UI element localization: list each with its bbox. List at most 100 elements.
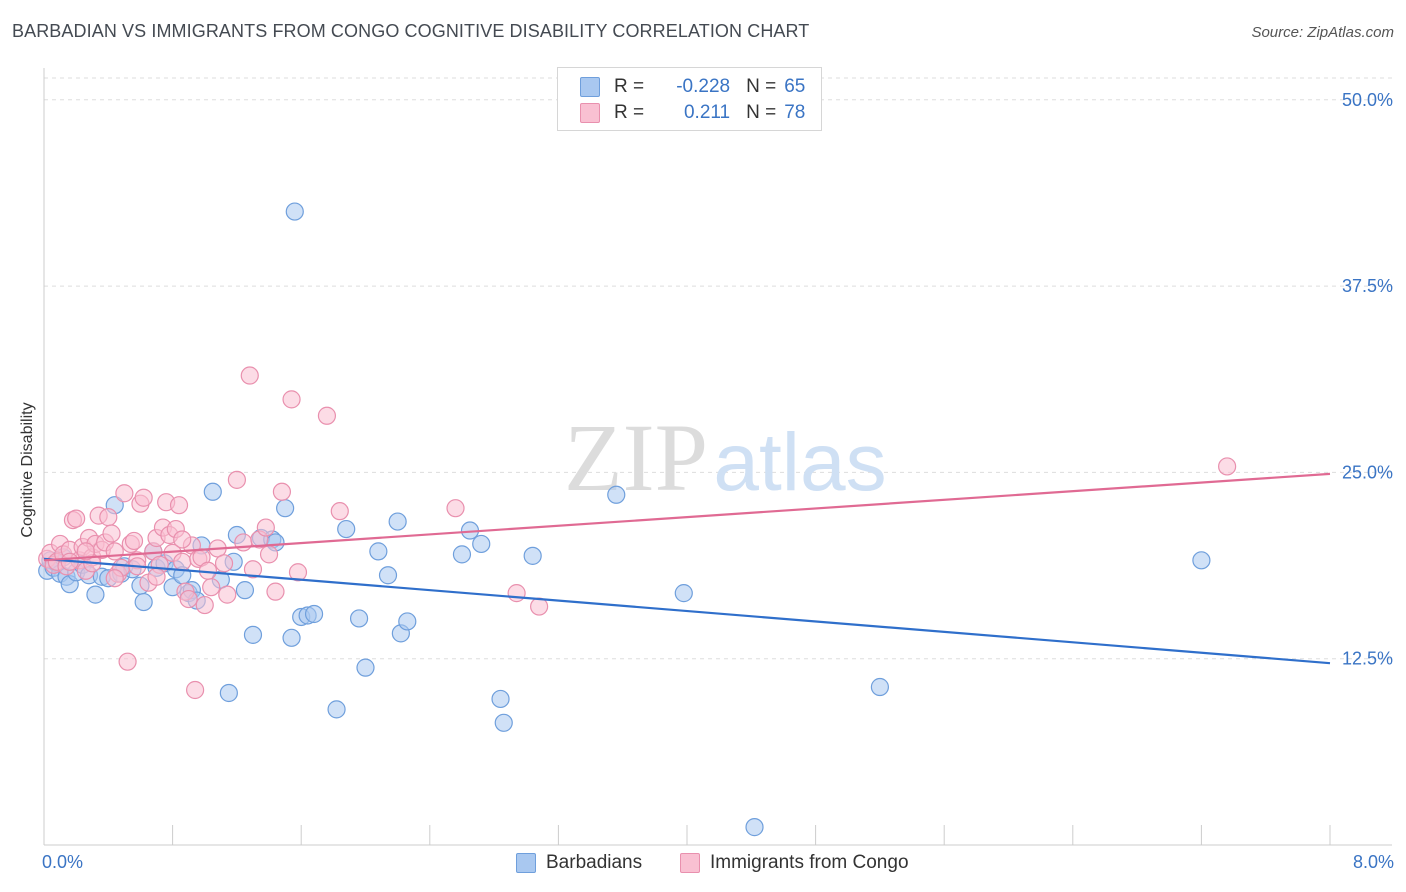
legend-label-congo: Immigrants from Congo — [710, 852, 909, 873]
legend-swatch-barbadians — [580, 77, 600, 97]
data-point — [214, 554, 234, 573]
n-value: 78 — [784, 102, 806, 123]
source-label: Source: ZipAtlas.com — [1251, 24, 1394, 41]
data-point — [304, 604, 324, 624]
data-point — [288, 563, 308, 582]
data-point — [173, 530, 192, 549]
data-point — [147, 567, 166, 586]
trend-line — [43, 472, 1331, 562]
watermark-atlas: atlas — [713, 417, 886, 508]
y-tick-labels: 12.5% 25.0% 37.5% 50.0% — [1342, 90, 1393, 669]
data-point — [227, 470, 246, 489]
legend-row-barbadians: R = -0.228 N = 65 — [580, 75, 805, 99]
data-point — [282, 390, 301, 409]
trend-line — [43, 557, 1331, 665]
data-point — [369, 542, 388, 561]
x-tick-label-min: 0.0% — [42, 852, 84, 872]
data-point — [86, 585, 105, 604]
data-point — [124, 531, 144, 551]
data-point — [330, 502, 349, 521]
data-point — [186, 680, 205, 700]
data-point — [179, 589, 198, 609]
y-tick-label: 25.0% — [1342, 462, 1393, 482]
data-point — [356, 658, 375, 677]
data-point — [134, 592, 153, 612]
data-point — [173, 552, 192, 571]
data-point — [446, 499, 465, 518]
series-barbadians — [38, 202, 1211, 837]
data-point — [398, 612, 417, 631]
data-point — [76, 542, 95, 561]
data-point — [67, 509, 86, 528]
n-value: 65 — [784, 76, 806, 97]
y-axis-label: Cognitive Disability — [19, 402, 36, 538]
legend-label-barbadians: Barbadians — [546, 852, 643, 873]
watermark-zip: ZIP — [564, 404, 708, 511]
data-point — [105, 569, 124, 588]
y-tick-label: 12.5% — [1342, 649, 1393, 669]
n-label: N = — [746, 102, 777, 123]
data-point — [327, 700, 346, 719]
data-point — [378, 566, 398, 585]
legend-swatch-barbadians — [516, 853, 536, 873]
data-point — [219, 683, 238, 703]
data-point — [282, 628, 301, 647]
data-point — [134, 488, 153, 507]
r-label: R = — [614, 102, 645, 123]
data-point — [203, 482, 222, 501]
data-point — [243, 560, 263, 579]
data-point — [349, 609, 369, 628]
data-point — [266, 582, 285, 601]
y-tick-label: 37.5% — [1342, 276, 1393, 296]
data-point — [272, 482, 292, 501]
data-point — [388, 512, 407, 531]
correlation-legend: R = -0.228 N = 65 R = 0.211 N = 78 — [557, 67, 822, 131]
data-point — [115, 484, 134, 503]
data-point — [102, 524, 121, 543]
axes — [43, 68, 1392, 846]
data-point — [1218, 457, 1237, 476]
y-tick-label: 50.0% — [1342, 90, 1393, 110]
data-point — [235, 581, 255, 600]
data-point — [745, 818, 764, 837]
data-point — [218, 585, 237, 604]
trend-lines — [43, 472, 1331, 665]
data-point — [523, 546, 542, 565]
y-axis-label-wrap: Cognitive Disability — [8, 300, 48, 640]
data-point — [285, 202, 304, 221]
r-label: R = — [614, 76, 645, 97]
data-point — [195, 595, 214, 615]
watermark: ZIP atlas — [564, 404, 887, 511]
data-point — [452, 545, 472, 564]
data-point — [317, 406, 337, 425]
r-value: -0.228 — [676, 76, 731, 97]
data-point — [118, 652, 137, 671]
data-point — [337, 519, 356, 539]
data-point — [276, 499, 295, 518]
n-label: N = — [746, 76, 777, 97]
data-point — [870, 677, 890, 697]
series-legend: Barbadians Immigrants from Congo — [0, 852, 1406, 878]
data-point — [472, 534, 491, 554]
r-value: 0.211 — [683, 102, 731, 123]
data-point — [99, 508, 118, 527]
data-point — [169, 496, 189, 515]
data-point — [491, 689, 510, 709]
data-point — [256, 518, 275, 537]
chart-title: BARBADIAN VS IMMIGRANTS FROM CONGO COGNI… — [12, 21, 810, 41]
data-point — [243, 625, 263, 644]
data-point — [494, 713, 513, 732]
data-point — [674, 584, 693, 603]
legend-swatch-congo — [580, 103, 600, 123]
data-point — [240, 366, 259, 385]
legend-item-barbadians: Barbadians — [516, 852, 642, 874]
legend-swatch-congo — [680, 853, 700, 873]
data-point — [507, 584, 526, 603]
data-point — [607, 485, 626, 504]
data-point — [202, 578, 221, 597]
data-point — [1192, 551, 1211, 570]
legend-item-congo: Immigrants from Congo — [680, 852, 909, 874]
series-immigrants-from-congo — [38, 366, 1237, 700]
data-point — [259, 545, 279, 564]
